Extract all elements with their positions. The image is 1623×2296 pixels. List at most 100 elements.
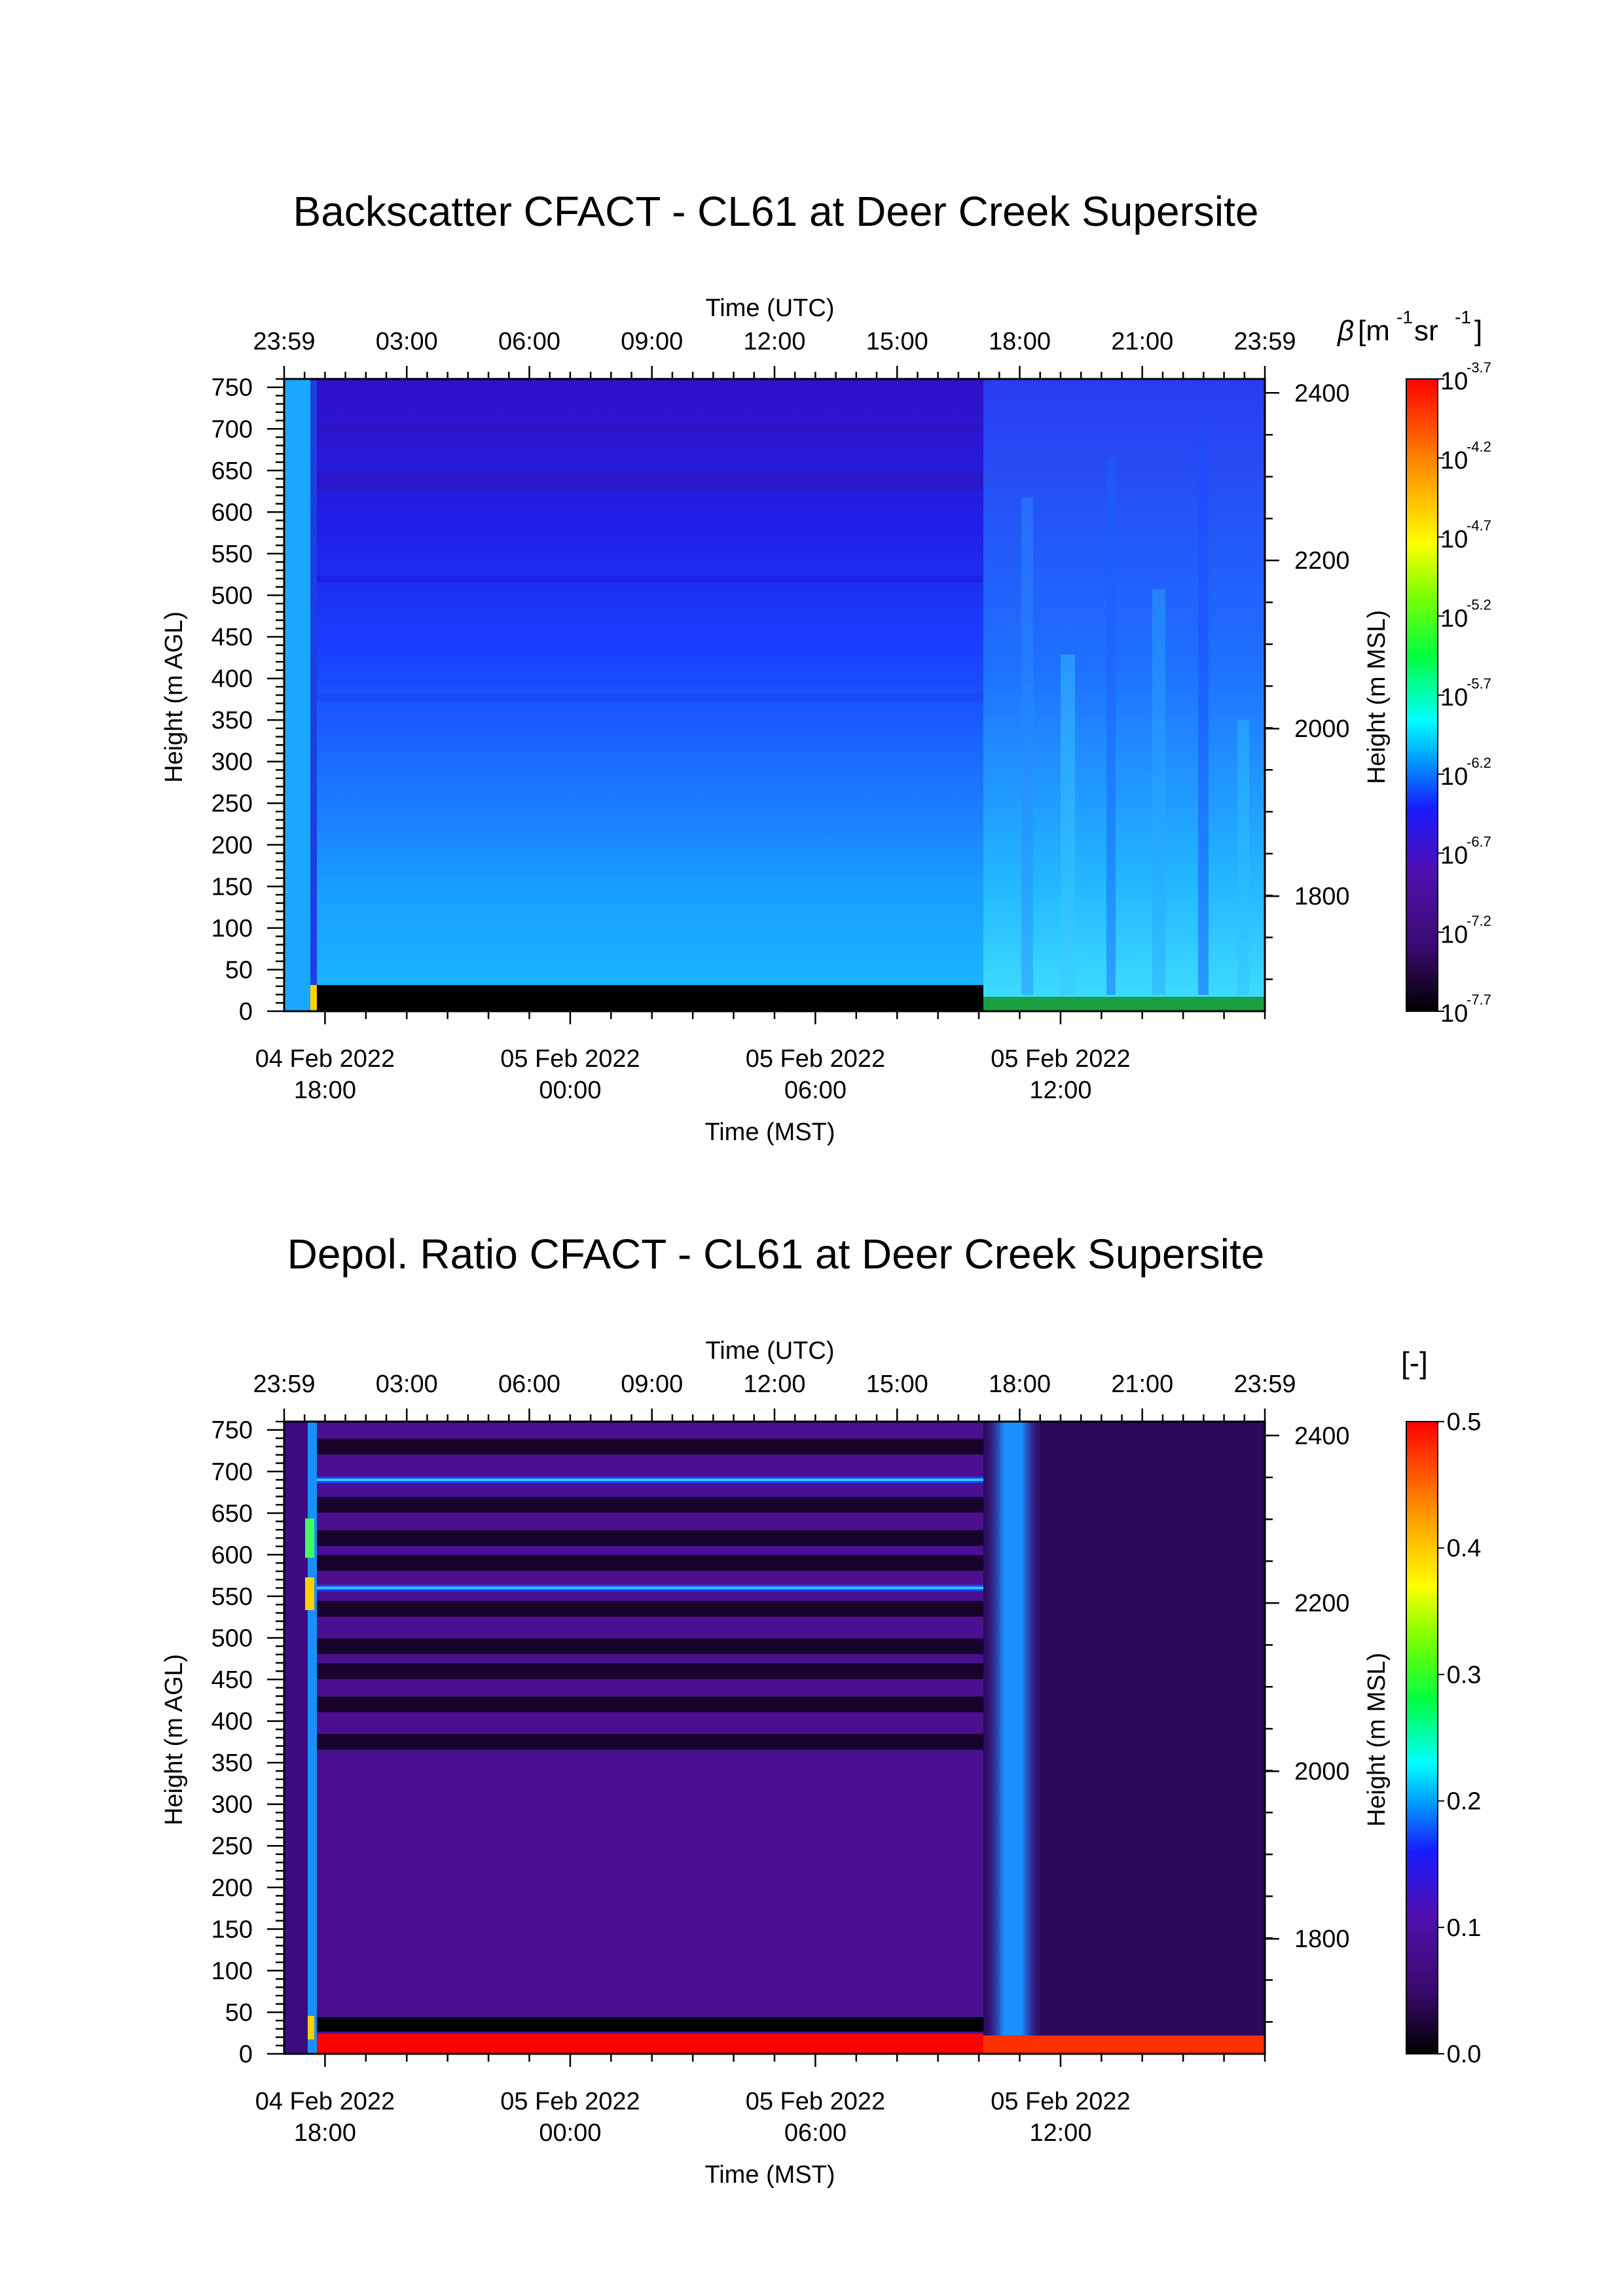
colorbar-tick-exp: -6.2: [1467, 755, 1491, 771]
bottom-axis-label: Time (MST): [704, 1119, 835, 1146]
left-tick-label: 50: [225, 956, 253, 984]
heatmap-dark-layer: [317, 1638, 983, 1655]
left-tick-label: 700: [211, 1458, 253, 1486]
top-tick-label: 23:59: [1233, 328, 1296, 355]
heatmap-band: [317, 424, 983, 433]
left-tick-label: 0: [239, 2041, 253, 2068]
heatmap-band: [317, 694, 983, 702]
colorbar-tick-base: 10: [1440, 526, 1468, 554]
left-tick-label: 750: [211, 374, 253, 402]
colorbar-ticks: 10-3.710-4.210-4.710-5.210-5.710-6.210-6…: [1438, 359, 1491, 1028]
chart-title: Backscatter CFACT - CL61 at Deer Creek S…: [293, 188, 1259, 235]
bottom-tick-time: 00:00: [539, 1077, 601, 1104]
top-tick-label: 23:59: [253, 328, 315, 355]
colorbar-close: ]: [1474, 315, 1482, 347]
left-tick-label: 550: [211, 1583, 253, 1611]
bottom-tick-time: 12:00: [1029, 1077, 1091, 1104]
bottom-tick-time: 00:00: [539, 2119, 601, 2147]
left-tick-label: 50: [225, 1999, 253, 2026]
colorbar-tick-exp: -3.7: [1467, 359, 1491, 376]
left-tick-label: 350: [211, 707, 253, 734]
top-tick-label: 03:00: [376, 1371, 438, 1398]
heatmap-edge: [308, 1422, 317, 2054]
right-tick-label: 2200: [1294, 1590, 1350, 1617]
colorbar-tick-label: 0.1: [1447, 1914, 1482, 1942]
heatmap-blue-core: [317, 1587, 983, 1590]
top-tick-label: 18:00: [989, 1371, 1051, 1398]
colorbar-tick-exp: -5.2: [1467, 596, 1491, 613]
chart-title: Depol. Ratio CFACT - CL61 at Deer Creek …: [287, 1230, 1265, 1278]
bottom-tick-date: 05 Feb 2022: [746, 1045, 885, 1073]
heatmap-early-column: [284, 379, 310, 1011]
heatmap-dark-layer: [317, 1497, 983, 1513]
colorbar-unit2: sr: [1414, 315, 1438, 347]
colorbar-tick-exp: -7.2: [1467, 912, 1491, 929]
colorbar-tick-exp: -4.2: [1467, 439, 1491, 455]
top-tick-label: 09:00: [621, 328, 683, 355]
left-tick-label: 150: [211, 1916, 253, 1943]
bottom-axis-label: Time (MST): [704, 2161, 835, 2189]
colorbar-tick-label: 0.0: [1447, 2041, 1482, 2068]
colorbar-tick-base: 10: [1440, 447, 1468, 475]
bottom-tick-time: 18:00: [294, 2119, 356, 2147]
colorbar-exp: -1: [1396, 307, 1413, 327]
top-tick-label: 18:00: [989, 328, 1051, 355]
bottom-tick-date: 04 Feb 2022: [255, 2088, 395, 2115]
heatmap-blue-core: [317, 1478, 983, 1481]
heatmap-band: [317, 576, 983, 583]
left-tick-label: 450: [211, 624, 253, 651]
left-tick-label: 250: [211, 1833, 253, 1860]
left-tick-label: 100: [211, 1958, 253, 1985]
top-tick-label: 03:00: [376, 328, 438, 355]
top-tick-label: 15:00: [866, 1371, 928, 1398]
colorbar-tick-base: 10: [1440, 842, 1468, 870]
left-axis-label: Height (m AGL): [160, 1654, 188, 1825]
colorbar-tick-exp: -6.7: [1467, 834, 1491, 850]
right-tick-label: 2000: [1294, 1758, 1350, 1785]
heatmap-dark-layer: [317, 1530, 983, 1546]
colorbar-tick-base: 10: [1440, 605, 1468, 632]
heatmap-dark-layer: [317, 1600, 983, 1617]
top-tick-label: 15:00: [866, 328, 928, 355]
left-tick-label: 650: [211, 1500, 253, 1528]
axes-group: 23:59 03:00 06:00 09:00 12:00 15:00 18:00 21:00…: [211, 1371, 1350, 2147]
axes-group: 23:59 03:00 06:00 09:00 12:00 15:00 18:00 21:00…: [211, 328, 1350, 1104]
top-tick-label: 23:59: [253, 1371, 315, 1398]
colorbar-tick-label: 0.3: [1447, 1661, 1482, 1689]
bottom-tick-date: 05 Feb 2022: [991, 1045, 1130, 1073]
right-tick-label: 1800: [1294, 883, 1350, 910]
right-tick-label: 2000: [1294, 715, 1350, 743]
bottom-tick-time: 12:00: [1029, 2119, 1091, 2147]
heatmap-area: [284, 1422, 1265, 2054]
top-tick-label: 23:59: [1233, 1371, 1296, 1398]
heatmap-dark-layer: [317, 1696, 983, 1713]
heatmap-afternoon-surface: [983, 2036, 1265, 2054]
right-tick-label: 2400: [1294, 380, 1350, 407]
heatmap-dark-layer: [317, 1439, 983, 1455]
colorbar-tick-exp: -5.7: [1467, 675, 1491, 692]
colorbar-unit: [m: [1358, 315, 1390, 347]
colorbar-tick-base: 10: [1440, 684, 1468, 711]
left-tick-label: 650: [211, 457, 253, 485]
colorbar-tick-base: 10: [1440, 921, 1468, 948]
colorbar-label: β [m -1 sr -1 ]: [1336, 307, 1482, 347]
top-tick-label: 12:00: [743, 328, 805, 355]
right-tick-label: 2200: [1294, 547, 1350, 575]
bottom-tick-date: 05 Feb 2022: [991, 2088, 1130, 2115]
bottom-tick-date: 05 Feb 2022: [500, 2088, 640, 2115]
left-tick-label: 750: [211, 1417, 253, 1444]
right-axis-label: Height (m MSL): [1363, 610, 1391, 784]
left-tick-label: 0: [239, 998, 253, 1026]
left-tick-label: 150: [211, 873, 253, 901]
colorbar-tick-base: 10: [1440, 763, 1468, 791]
heatmap-band: [317, 471, 983, 491]
top-axis-label: Time (UTC): [706, 295, 835, 322]
left-tick-label: 200: [211, 1874, 253, 1902]
top-axis-label: Time (UTC): [706, 1337, 835, 1365]
right-tick-label: 1800: [1294, 1926, 1350, 1953]
left-tick-label: 100: [211, 915, 253, 942]
right-tick-label: 2400: [1294, 1422, 1350, 1450]
heatmap-area: [284, 379, 1265, 1011]
colorbar: [1406, 1421, 1438, 2054]
left-tick-label: 500: [211, 1624, 253, 1652]
